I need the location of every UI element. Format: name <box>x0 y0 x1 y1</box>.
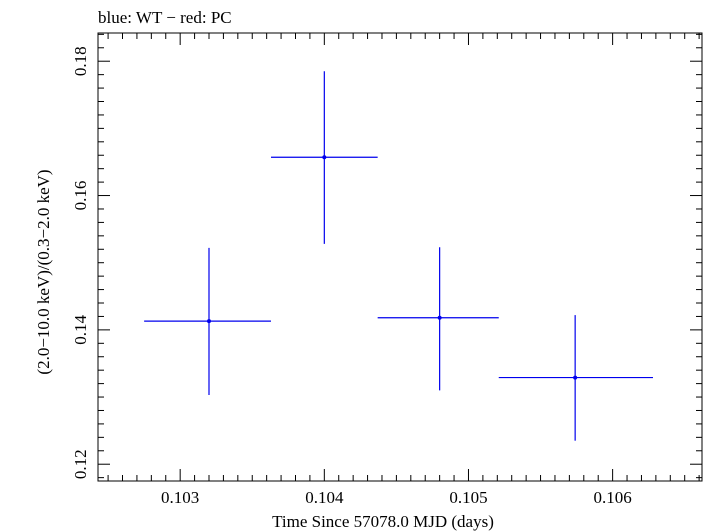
x-tick-label: 0.106 <box>594 488 632 507</box>
x-tick-label: 0.103 <box>161 488 199 507</box>
y-tick-label: 0.18 <box>71 46 90 76</box>
plot-frame <box>97 32 703 482</box>
data-point <box>377 247 499 391</box>
x-axis-label: Time Since 57078.0 MJD (days) <box>272 512 494 531</box>
y-tick-label: 0.16 <box>71 181 90 211</box>
y-axis-label: (2.0−10.0 keV)/(0.3−2.0 keV) <box>34 169 53 374</box>
point-marker <box>206 319 211 324</box>
y-tick-label: 0.14 <box>71 315 90 345</box>
x-tick-label: 0.104 <box>305 488 344 507</box>
y-tick-label: 0.12 <box>71 449 90 479</box>
chart-title: blue: WT − red: PC <box>98 8 232 27</box>
data-series <box>144 71 653 441</box>
data-point <box>498 315 653 441</box>
data-point <box>144 247 271 396</box>
data-point <box>270 71 378 244</box>
axis-ticks: 0.103 0.104 0.105 0.106 0.12 0.14 0.16 0.18 <box>71 33 702 507</box>
point-marker <box>437 315 442 320</box>
point-marker <box>322 155 327 160</box>
x-tick-label: 0.105 <box>449 488 487 507</box>
point-marker <box>573 375 578 380</box>
